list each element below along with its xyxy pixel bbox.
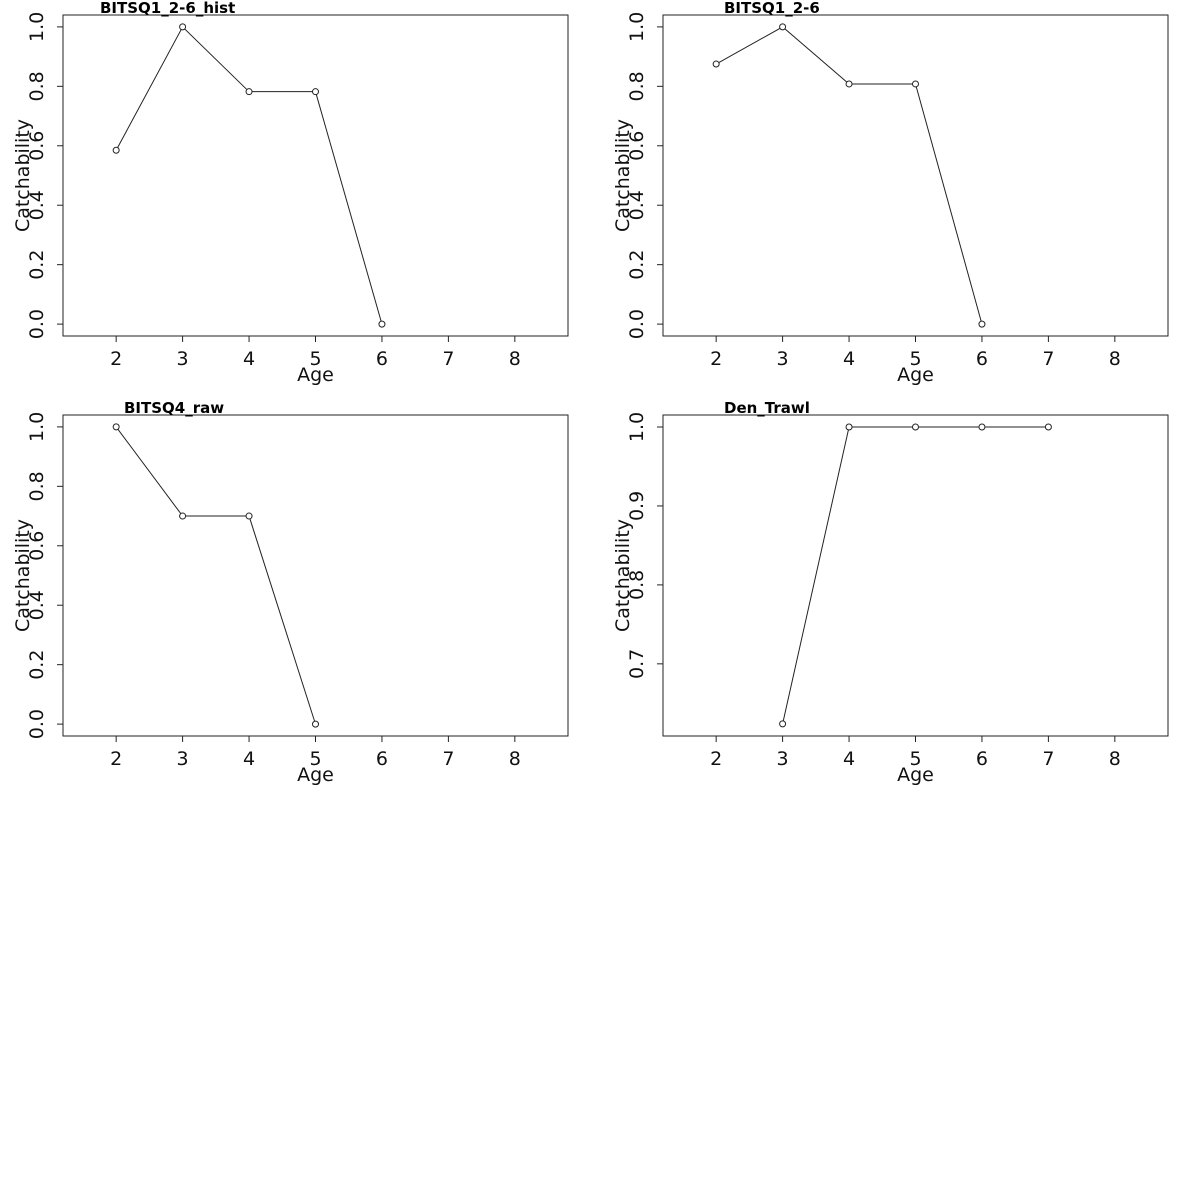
x-tick-label: 3 [177, 348, 189, 370]
x-axis-label: Age [297, 364, 334, 386]
data-point [112, 146, 120, 154]
x-tick-label: 4 [243, 748, 255, 770]
x-axis-label: Age [897, 764, 934, 786]
data-point [779, 23, 787, 31]
plot-frame [662, 14, 1169, 337]
x-tick-label: 8 [509, 748, 521, 770]
chart-panel: BITSQ1_2-6 2 3 4 5 6 7 8 0.0 0.2 0.4 0.6 0.8 1.0 Age Ca… [612, 0, 1169, 386]
x-tick-label: 5 [309, 348, 321, 370]
data-point [179, 23, 187, 31]
x-tick-label: 5 [909, 348, 921, 370]
x-tick-label: 3 [177, 748, 189, 770]
y-tick-label: 0.6 [626, 131, 648, 161]
y-tick-label: 0.2 [626, 250, 648, 280]
y-tick-label: 0.9 [626, 491, 648, 521]
x-tick-label: 3 [777, 748, 789, 770]
data-point [112, 423, 120, 431]
data-point [712, 60, 720, 68]
chart-panel: BITSQ4_raw 2 3 4 5 6 7 8 0.0 0.2 0.4 0.6 0.8 1.0 Age Ca… [12, 399, 569, 786]
chart-title: BITSQ1_2-6_hist [100, 0, 235, 17]
series-line [115, 426, 316, 725]
y-tick-label: 0.7 [626, 649, 648, 679]
x-axis-label: Age [897, 364, 934, 386]
x-tick-label: 7 [442, 748, 454, 770]
chart-title: BITSQ1_2-6 [724, 0, 820, 17]
chart-panel: BITSQ1_2-6_hist 2 3 4 5 6 7 8 0.0 0.2 0.4 0.6 0.8 1.0… [12, 0, 569, 386]
y-tick-label: 0.4 [26, 590, 48, 620]
data-point [912, 80, 919, 88]
x-tick-label: 7 [1042, 748, 1054, 770]
x-tick-label: 2 [710, 348, 722, 370]
data-point [179, 512, 187, 520]
y-axis-label: Catchability [612, 519, 634, 632]
x-tick-label: 2 [710, 748, 722, 770]
series-line [782, 426, 1049, 724]
data-point [378, 320, 386, 328]
y-axis-label: Catchability [12, 119, 34, 232]
y-tick-label: 0.4 [26, 190, 48, 220]
x-axis-label: Age [297, 764, 334, 786]
y-axis-label: Catchability [612, 119, 634, 232]
chart-title: Den_Trawl [724, 399, 810, 417]
data-point [845, 423, 853, 431]
chart-panel: Den_Trawl 2 3 4 5 6 7 8 0.7 0.8 0.9 1.0 Age Catchabil… [612, 399, 1169, 786]
y-tick-label: 0.2 [26, 250, 48, 280]
x-tick-label: 8 [509, 348, 521, 370]
data-point [312, 88, 319, 96]
y-tick-label: 0.8 [26, 71, 48, 101]
x-tick-label: 6 [376, 748, 388, 770]
y-tick-label: 1.0 [626, 12, 648, 42]
y-tick-label: 0.6 [26, 131, 48, 161]
x-tick-label: 2 [110, 748, 122, 770]
chart-title: BITSQ4_raw [124, 399, 224, 417]
x-tick-label: 6 [976, 748, 988, 770]
x-tick-label: 6 [976, 348, 988, 370]
x-tick-label: 5 [909, 748, 921, 770]
data-point [912, 423, 919, 431]
x-tick-label: 5 [309, 748, 321, 770]
y-tick-label: 1.0 [26, 12, 48, 42]
x-tick-label: 6 [376, 348, 388, 370]
y-tick-label: 0.0 [26, 709, 48, 739]
y-tick-label: 0.0 [26, 309, 48, 339]
x-tick-label: 2 [110, 348, 122, 370]
y-tick-label: 1.0 [626, 412, 648, 442]
x-tick-label: 7 [442, 348, 454, 370]
y-tick-label: 0.0 [626, 309, 648, 339]
y-axis-label: Catchability [12, 519, 34, 632]
data-point [245, 512, 253, 520]
x-tick-label: 4 [843, 748, 855, 770]
y-tick-label: 0.2 [26, 650, 48, 680]
x-tick-label: 4 [843, 348, 855, 370]
y-tick-label: 0.6 [26, 531, 48, 561]
plot-frame [662, 414, 1169, 737]
plot-frame [62, 414, 569, 737]
data-point [245, 88, 253, 96]
series-line [715, 26, 983, 325]
data-point [845, 80, 853, 88]
y-tick-label: 0.4 [626, 190, 648, 220]
y-tick-label: 0.8 [626, 71, 648, 101]
data-point [312, 720, 319, 728]
y-tick-label: 1.0 [26, 412, 48, 442]
y-tick-label: 0.8 [26, 471, 48, 501]
x-tick-label: 8 [1109, 748, 1121, 770]
x-tick-label: 3 [777, 348, 789, 370]
data-point [978, 320, 986, 328]
data-point [1044, 423, 1052, 431]
x-tick-label: 8 [1109, 348, 1121, 370]
y-tick-label: 0.8 [626, 570, 648, 600]
x-tick-label: 4 [243, 348, 255, 370]
x-tick-label: 7 [1042, 348, 1054, 370]
data-point [978, 423, 986, 431]
data-point [779, 720, 787, 728]
plot-frame [62, 14, 569, 337]
series-line [115, 26, 383, 325]
